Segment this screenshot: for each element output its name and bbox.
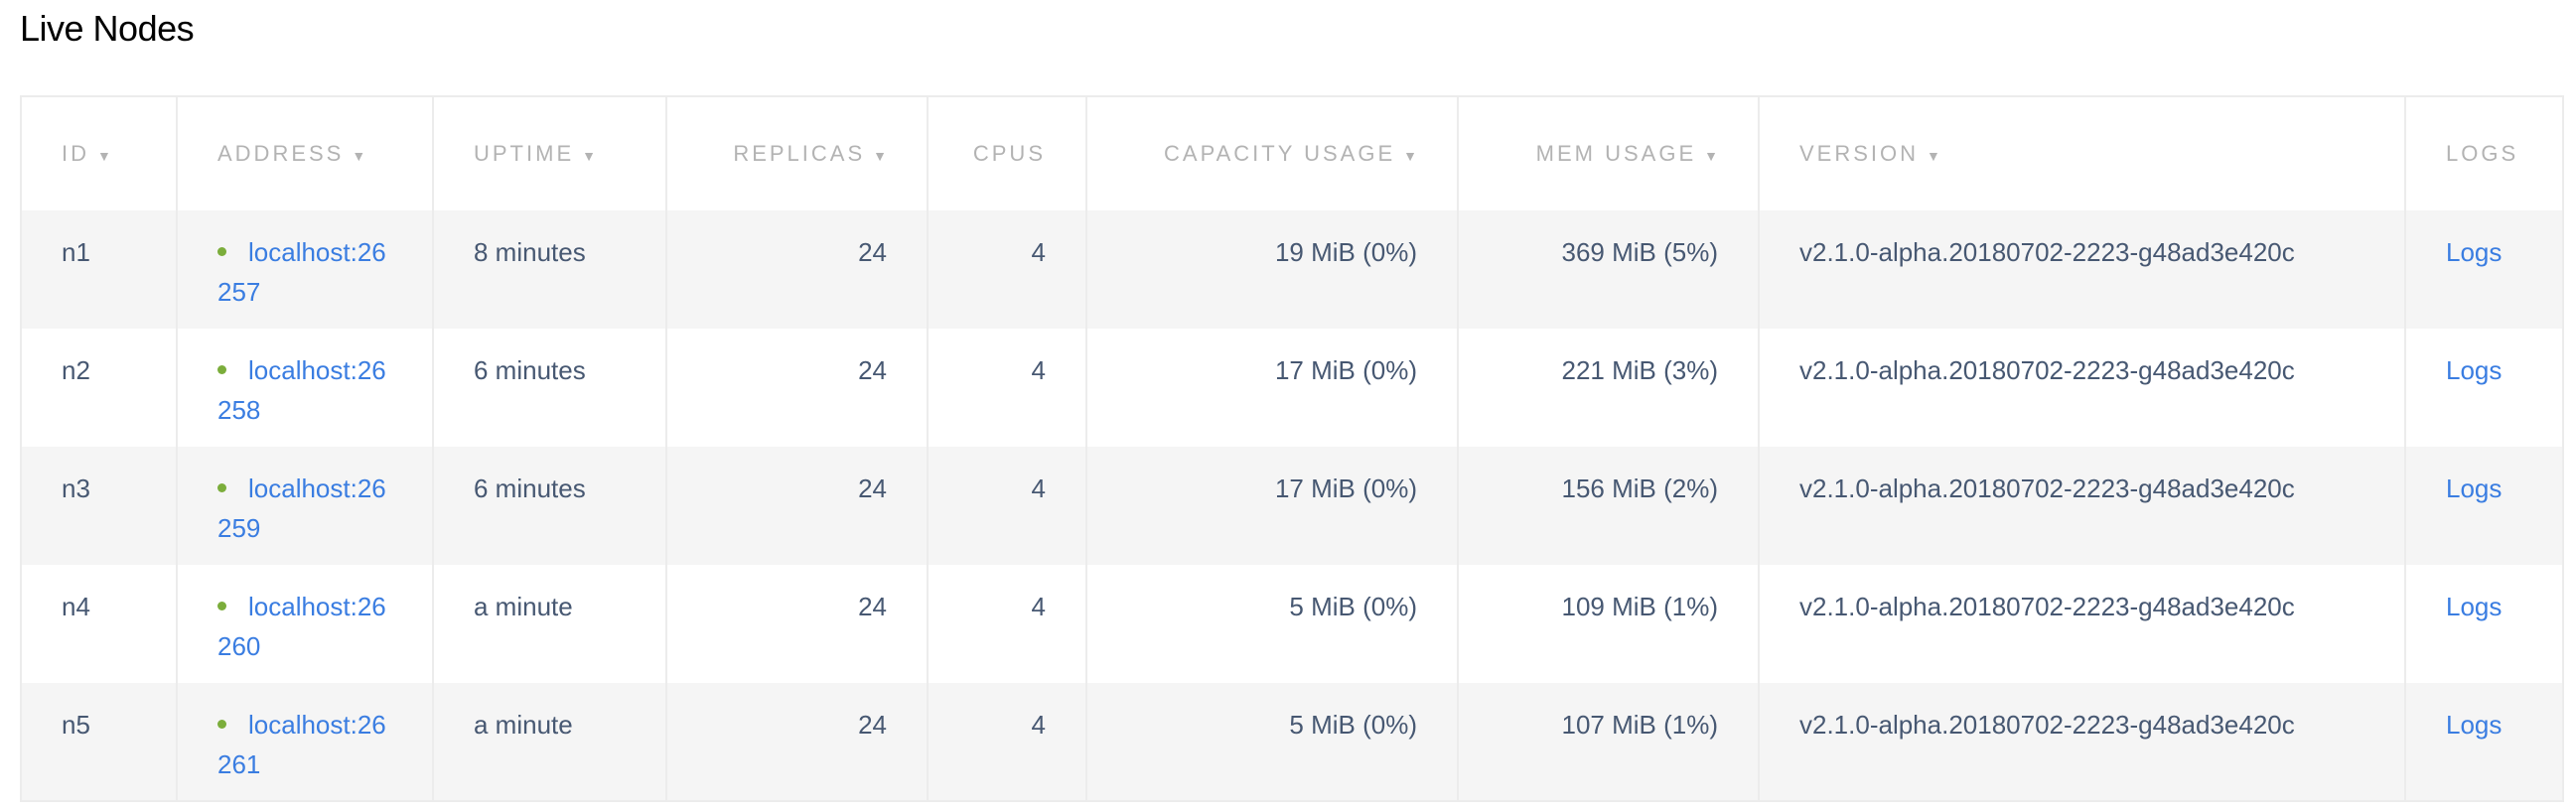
cell-capacity: 5 MiB (0%) <box>1085 683 1458 801</box>
cell-address: localhost:26260 <box>176 565 433 683</box>
cell-uptime: a minute <box>432 565 666 683</box>
column-header-logs: LOGS <box>2404 96 2563 210</box>
cell-address: localhost:26258 <box>176 329 433 447</box>
column-header-capacity[interactable]: CAPACITY USAGE ▼ <box>1085 96 1458 210</box>
status-live-icon <box>217 364 226 374</box>
column-header-label: CAPACITY USAGE <box>1164 141 1396 166</box>
column-header-label: VERSION <box>1799 141 1920 166</box>
table-row: n5 localhost:26261 a minute 24 4 5 MiB (0%) 10… <box>21 683 2563 801</box>
status-live-icon <box>217 719 226 729</box>
cell-cpus: 4 <box>927 565 1086 683</box>
cell-logs: Logs <box>2404 329 2563 447</box>
status-live-icon <box>217 246 226 256</box>
column-header-label: ADDRESS <box>217 141 345 166</box>
column-header-label: ID <box>62 141 89 166</box>
table-row: n1 localhost:26257 8 minutes 24 4 19 MiB (0%)… <box>21 210 2563 329</box>
cell-version: v2.1.0-alpha.20180702-2223-g48ad3e420c <box>1758 210 2405 329</box>
logs-link[interactable]: Logs <box>2446 592 2503 621</box>
cell-address: localhost:26261 <box>176 683 433 801</box>
column-header-cpus: CPUS <box>927 96 1086 210</box>
cell-id: n1 <box>21 210 177 329</box>
cell-cpus: 4 <box>927 210 1086 329</box>
cell-cpus: 4 <box>927 447 1086 565</box>
cell-replicas: 24 <box>665 565 928 683</box>
sort-arrow-icon[interactable]: ▼ <box>352 148 366 164</box>
column-header-mem[interactable]: MEM USAGE ▼ <box>1457 96 1759 210</box>
column-header-label: MEM USAGE <box>1535 141 1697 166</box>
cell-mem: 221 MiB (3%) <box>1457 329 1759 447</box>
node-address-link[interactable]: localhost:26257 <box>217 237 386 307</box>
column-header-label: LOGS <box>2446 141 2519 166</box>
sort-arrow-icon[interactable]: ▼ <box>1403 148 1417 164</box>
table-row: n3 localhost:26259 6 minutes 24 4 17 MiB (0%)… <box>21 447 2563 565</box>
cell-replicas: 24 <box>665 447 928 565</box>
cell-uptime: 6 minutes <box>432 447 666 565</box>
cell-capacity: 19 MiB (0%) <box>1085 210 1458 329</box>
table-row: n2 localhost:26258 6 minutes 24 4 17 MiB (0%)… <box>21 329 2563 447</box>
cell-cpus: 4 <box>927 329 1086 447</box>
logs-link[interactable]: Logs <box>2446 474 2503 503</box>
cell-version: v2.1.0-alpha.20180702-2223-g48ad3e420c <box>1758 565 2405 683</box>
column-header-uptime[interactable]: UPTIME ▼ <box>432 96 666 210</box>
cell-uptime: 6 minutes <box>432 329 666 447</box>
cell-capacity: 17 MiB (0%) <box>1085 329 1458 447</box>
column-header-label: UPTIME <box>474 141 575 166</box>
node-address-link[interactable]: localhost:26260 <box>217 592 386 661</box>
cell-address: localhost:26257 <box>176 210 433 329</box>
cell-id: n4 <box>62 592 90 621</box>
page-title: Live Nodes <box>20 8 195 49</box>
cell-version: v2.1.0-alpha.20180702-2223-g48ad3e420c <box>1758 329 2405 447</box>
status-live-icon <box>217 601 226 610</box>
cell-uptime: 8 minutes <box>432 210 666 329</box>
sort-arrow-icon[interactable]: ▼ <box>873 148 887 164</box>
cell-cpus: 4 <box>927 683 1086 801</box>
cell-mem: 109 MiB (1%) <box>1457 565 1759 683</box>
cell-logs: Logs <box>2404 210 2563 329</box>
cell-uptime: a minute <box>432 683 666 801</box>
cell-id: n5 <box>21 683 177 801</box>
cell-logs: Logs <box>2404 683 2563 801</box>
logs-link[interactable]: Logs <box>2446 355 2503 385</box>
cell-version: v2.1.0-alpha.20180702-2223-g48ad3e420c <box>1758 683 2405 801</box>
cell-id: n3 <box>21 447 177 565</box>
sort-arrow-icon[interactable]: ▼ <box>1704 148 1718 164</box>
cell-replicas: 24 <box>665 329 928 447</box>
column-header-address[interactable]: ADDRESS ▼ <box>176 96 433 210</box>
node-address-link[interactable]: localhost:26261 <box>217 710 386 779</box>
cell-address: localhost:26259 <box>176 447 433 565</box>
cell-version: v2.1.0-alpha.20180702-2223-g48ad3e420c <box>1758 447 2405 565</box>
cell-mem: 107 MiB (1%) <box>1457 683 1759 801</box>
cell-logs: Logs <box>2404 565 2563 683</box>
column-header-id[interactable]: ID ▼ <box>21 96 177 210</box>
column-header-label: CPUS <box>972 141 1046 166</box>
table-row: n4 localhost:26260 a minute 24 4 5 MiB (0%) 10… <box>21 565 2563 683</box>
sort-arrow-icon[interactable]: ▼ <box>97 148 111 164</box>
cell-replicas: 24 <box>665 210 928 329</box>
cell-capacity: 17 MiB (0%) <box>1085 447 1458 565</box>
node-address-link[interactable]: localhost:26258 <box>217 355 386 425</box>
cell-logs: Logs <box>2404 447 2563 565</box>
column-header-replicas[interactable]: REPLICAS ▼ <box>665 96 928 210</box>
column-header-label: REPLICAS <box>733 141 866 166</box>
logs-link[interactable]: Logs <box>2446 237 2503 267</box>
cell-mem: 369 MiB (5%) <box>1457 210 1759 329</box>
logs-link[interactable]: Logs <box>2446 710 2503 740</box>
node-address-link[interactable]: localhost:26259 <box>217 474 386 543</box>
cell-mem: 156 MiB (2%) <box>1457 447 1759 565</box>
status-live-icon <box>217 482 226 492</box>
sort-arrow-icon[interactable]: ▼ <box>582 148 596 164</box>
cell-replicas: 24 <box>665 683 928 801</box>
column-header-version[interactable]: VERSION ▼ <box>1758 96 2405 210</box>
cell-capacity: 5 MiB (0%) <box>1085 565 1458 683</box>
live-nodes-table: ID ▼ ADDRESS ▼ UPTIME ▼ REPLICAS ▼ CPUS CAPACITY … <box>20 95 2564 802</box>
cell-id: n2 <box>62 355 90 385</box>
sort-arrow-icon[interactable]: ▼ <box>1927 148 1940 164</box>
